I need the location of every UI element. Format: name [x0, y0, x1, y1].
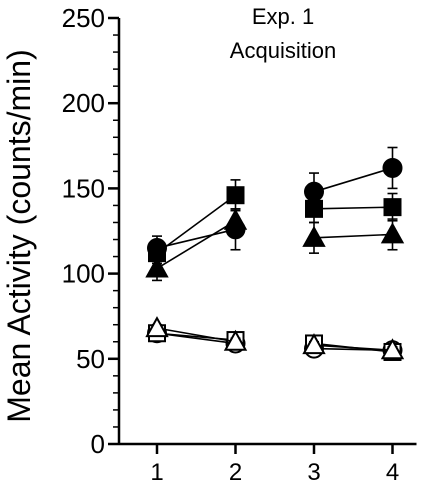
- series-line: [156, 327, 236, 343]
- y-tick-label: 0: [91, 429, 105, 459]
- data-point-square: [383, 198, 402, 217]
- series-line: [156, 228, 236, 249]
- series-line: [313, 167, 393, 193]
- x-tick-label: 4: [386, 459, 399, 486]
- data-marks: [145, 146, 405, 361]
- y-tick-label: 250: [62, 3, 105, 33]
- y-tick-label: 100: [62, 259, 105, 289]
- series-line: [156, 194, 236, 254]
- data-point-triangle: [223, 329, 248, 351]
- series-line: [313, 233, 393, 239]
- data-point-triangle: [380, 222, 405, 244]
- series-line: [313, 344, 393, 352]
- series-line: [156, 220, 236, 270]
- data-point-triangle: [145, 256, 169, 278]
- data-point-circle: [382, 157, 403, 178]
- data-point-triangle: [302, 333, 326, 355]
- data-point-triangle: [302, 225, 326, 247]
- series-2: [145, 208, 405, 282]
- x-tick-label: 1: [150, 459, 163, 486]
- data-point-triangle: [223, 208, 248, 230]
- series-line: [313, 206, 393, 210]
- series-4: [148, 324, 402, 361]
- series-3: [147, 323, 403, 361]
- data-point-triangle: [380, 338, 405, 360]
- data-point-triangle: [145, 316, 169, 338]
- y-tick-label: 200: [62, 88, 105, 118]
- series-5: [145, 316, 405, 360]
- y-axis-label: Mean Activity (counts/min): [1, 49, 37, 422]
- series-0: [147, 146, 403, 261]
- x-tick-label: 2: [229, 459, 242, 486]
- chart-subtitle: Acquisition: [230, 38, 336, 63]
- data-point-square: [305, 199, 323, 218]
- x-tick-label: 3: [307, 459, 320, 486]
- series-1: [148, 179, 402, 265]
- y-tick-label: 50: [76, 344, 105, 374]
- data-point-square: [226, 186, 245, 205]
- y-tick-label: 150: [62, 173, 105, 203]
- axes: 0 50 100 150 200 250 1 2 3 4: [62, 3, 417, 486]
- chart-title: Exp. 1: [252, 4, 314, 29]
